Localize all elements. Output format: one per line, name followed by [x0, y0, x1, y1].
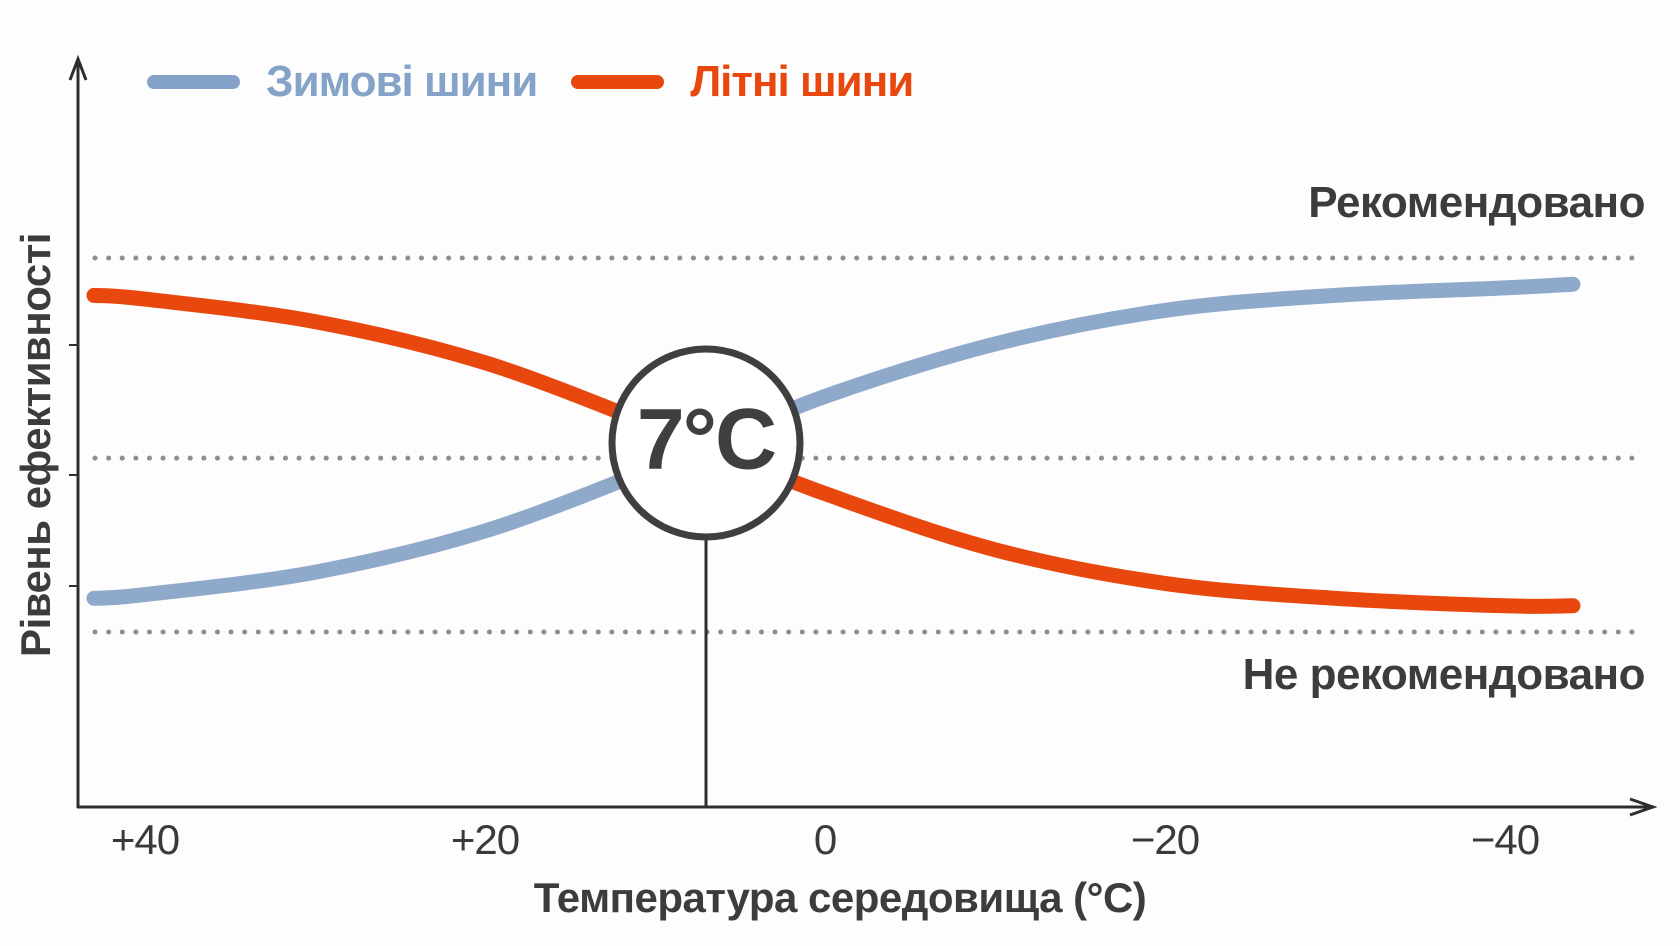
crossover-temperature-label: 7°C	[636, 391, 777, 488]
y-axis-title: Рівень ефективності	[12, 233, 59, 657]
dotted-guide-lines	[92, 255, 1637, 635]
winter-line-swatch-icon	[147, 75, 240, 89]
legend-item-winter-tires: Зимові шини	[147, 57, 538, 107]
x-tick-label: −40	[1470, 816, 1540, 863]
recommended-zone-label: Рекомендовано	[1308, 178, 1645, 227]
summer-tires-curve	[86, 287, 1581, 614]
x-axis-title: Температура середовища (°C)	[533, 874, 1147, 921]
legend-label-summer: Літні шини	[690, 57, 914, 106]
x-tick-label: +40	[110, 816, 180, 863]
x-axis-arrow-icon	[1629, 797, 1658, 817]
crossover-circle	[608, 345, 804, 541]
summer-line-swatch-icon	[571, 75, 665, 89]
axes	[68, 54, 1658, 817]
x-tick-label: 0	[813, 816, 837, 863]
winter-tires-curve	[86, 276, 1581, 606]
not-recommended-zone-label: Не рекомендовано	[1242, 650, 1646, 699]
x-tick-label: −20	[1130, 816, 1200, 863]
legend-item-summer-tires: Літні шини	[571, 57, 914, 107]
y-axis-arrow-icon	[68, 54, 88, 81]
x-tick-label: +20	[450, 816, 520, 863]
legend-label-winter: Зимові шини	[266, 57, 538, 106]
legend: Зимові шини Літні шини	[147, 56, 914, 108]
